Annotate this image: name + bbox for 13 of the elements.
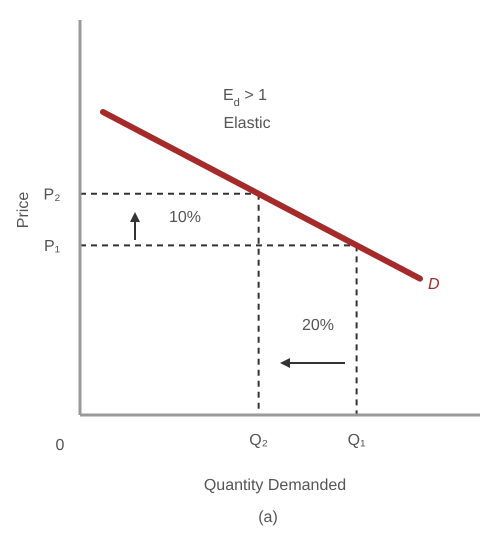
series-label: D <box>428 276 440 293</box>
text: Q₂ <box>249 432 268 449</box>
annotation: Elastic <box>223 115 271 132</box>
ref-line-label: P₂ <box>44 186 60 204</box>
text: 0 <box>56 437 65 454</box>
annotation: 20% <box>302 317 334 334</box>
y-axis-title: Price <box>15 192 32 228</box>
annotation: 10% <box>168 209 202 226</box>
text: (a) <box>258 509 278 526</box>
text: E$_{d}$ > 1 <box>222 87 268 109</box>
text: Q₁ <box>348 432 366 449</box>
x-axis-title: Quantity Demanded <box>204 477 346 494</box>
ref-line-label: P₁ <box>44 238 60 255</box>
